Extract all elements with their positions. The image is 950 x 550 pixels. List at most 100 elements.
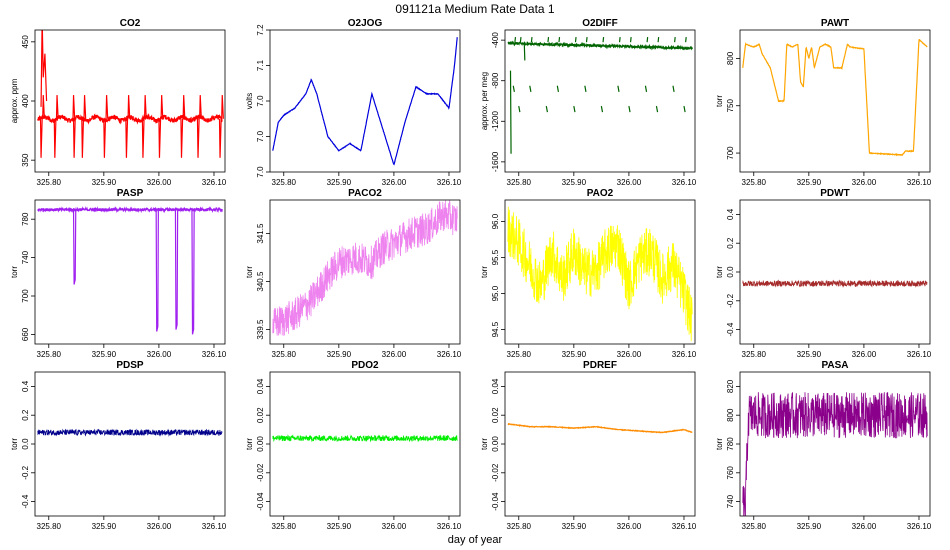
panel-pasa: PASA 325.80 325.90 326.00 326.10 740 760 780 800… xyxy=(715,360,932,531)
panel-pdo2: PDO2 325.80 325.90 326.00 326.10 -0.04 -0.02 0.… xyxy=(245,360,462,531)
x-tick-label: 326.00 xyxy=(617,178,642,187)
x-tick-label: 325.80 xyxy=(272,522,297,531)
x-tick-label: 325.90 xyxy=(797,178,822,187)
panel-pdref: PDREF 325.80 325.90 326.00 326.10 -0.04 -0.02 0… xyxy=(480,360,697,531)
panel-title: PDWT xyxy=(820,188,849,199)
series-line-pasa xyxy=(742,392,928,516)
panel-grid: CO2 325.80 325.90 326.00 326.10 350 400 450 appr… xyxy=(10,18,932,531)
x-tick-label: 325.90 xyxy=(562,522,587,531)
y-tick-label: 0.2 xyxy=(21,409,30,421)
y-axis-label: torr xyxy=(715,438,724,450)
y-tick-label: 760 xyxy=(726,466,735,480)
x-tick-label: 325.80 xyxy=(507,178,532,187)
y-tick-label: 0.0 xyxy=(21,438,30,450)
y-tick-label: -1600 xyxy=(491,151,500,172)
panel-pasp: PASP 325.80 325.90 326.00 326.10 660 700 740 780… xyxy=(10,188,227,359)
y-tick-label: 95.5 xyxy=(491,249,500,265)
y-tick-label: 740 xyxy=(726,494,735,508)
plot-frame xyxy=(34,199,226,345)
y-tick-label: 700 xyxy=(21,289,30,303)
panel-title: O2JOG xyxy=(348,18,383,29)
x-tick-label: 325.90 xyxy=(92,178,117,187)
y-tick-label: -0.2 xyxy=(21,465,30,479)
panel-pao2: PAO2 325.80 325.90 326.00 326.10 94.5 95.0 95.5… xyxy=(480,188,697,359)
y-axis-label: torr xyxy=(480,438,489,450)
plot-frame xyxy=(269,199,461,345)
y-tick-label: 0.02 xyxy=(491,407,500,423)
y-tick-label: 340.5 xyxy=(256,271,265,292)
y-tick-label: -0.02 xyxy=(256,463,265,482)
y-tick-label: 0.4 xyxy=(726,208,735,220)
x-tick-label: 326.10 xyxy=(907,178,932,187)
x-tick-label: 326.10 xyxy=(437,178,462,187)
panel-title: PDSP xyxy=(116,360,144,371)
y-tick-label: 400 xyxy=(21,94,30,108)
y-tick-label: -0.04 xyxy=(256,492,265,511)
series-line-pdo2 xyxy=(272,434,458,443)
series-line-paco2 xyxy=(272,200,458,336)
series-line-pasp xyxy=(37,206,223,335)
x-tick-label: 326.10 xyxy=(672,350,697,359)
series-line-pdref xyxy=(507,422,693,434)
plot-frame xyxy=(504,199,696,345)
panel-o2diff: O2DIFF 325.80 325.90 326.00 326.10 -1600 -1200… xyxy=(480,18,697,187)
panel-title: PASA xyxy=(821,360,848,371)
x-tick-label: 325.80 xyxy=(742,350,767,359)
x-tick-label: 326.00 xyxy=(852,178,877,187)
x-tick-label: 326.00 xyxy=(382,522,407,531)
y-axis-label: torr xyxy=(715,95,724,107)
plot-frame xyxy=(34,371,226,517)
y-tick-label: -0.04 xyxy=(491,492,500,511)
x-tick-label: 325.90 xyxy=(92,350,117,359)
y-axis-label: torr xyxy=(245,438,254,450)
x-tick-label: 325.90 xyxy=(797,350,822,359)
panel-title: PAWT xyxy=(821,18,849,29)
panel-title: PASP xyxy=(117,188,144,199)
series-line-o2jog xyxy=(272,37,458,166)
x-tick-label: 325.80 xyxy=(742,522,767,531)
y-axis-label: approx. ppm xyxy=(10,78,19,123)
series-line-pdwt xyxy=(742,279,928,288)
series-line-pao2 xyxy=(507,206,693,342)
panel-pdsp: PDSP 325.80 325.90 326.00 326.10 -0.4 -0.2 0.0 0… xyxy=(10,360,227,531)
y-axis-label: torr xyxy=(10,266,19,278)
series-line-co2 xyxy=(37,30,224,158)
y-axis-label: torr xyxy=(10,438,19,450)
y-tick-label: 339.5 xyxy=(256,319,265,340)
series-line-o2diff xyxy=(507,37,693,154)
x-tick-label: 325.80 xyxy=(37,178,62,187)
y-axis-label: torr xyxy=(245,266,254,278)
x-tick-label: 326.10 xyxy=(437,522,462,531)
x-tick-label: 326.10 xyxy=(437,350,462,359)
y-tick-label: 740 xyxy=(21,250,30,264)
x-tick-label: 326.00 xyxy=(147,350,172,359)
plot-frame xyxy=(504,29,696,173)
y-tick-label: 0.00 xyxy=(256,436,265,452)
x-tick-label: 326.00 xyxy=(382,178,407,187)
x-tick-label: 325.80 xyxy=(37,350,62,359)
x-tick-label: 325.90 xyxy=(562,350,587,359)
plot-frame xyxy=(739,29,931,173)
x-tick-label: 326.00 xyxy=(382,350,407,359)
x-tick-label: 326.00 xyxy=(852,522,877,531)
y-tick-label: -0.02 xyxy=(491,463,500,482)
x-tick-label: 326.10 xyxy=(907,522,932,531)
y-tick-label: 7.1 xyxy=(256,59,265,71)
plot-frame xyxy=(34,29,226,173)
y-tick-label: 700 xyxy=(726,146,735,160)
y-tick-label: 780 xyxy=(726,437,735,451)
y-tick-label: 0.02 xyxy=(256,407,265,423)
panel-o2jog: O2JOG 325.80 325.90 326.00 326.10 7.0 7.0 7.0 7.… xyxy=(245,18,462,187)
plot-frame xyxy=(269,29,461,173)
y-tick-label: -0.4 xyxy=(726,322,735,336)
panel-pawt: PAWT 325.80 325.90 326.00 326.10 700 750 800 tor… xyxy=(715,18,932,187)
x-tick-label: 325.80 xyxy=(37,522,62,531)
plot-frame xyxy=(269,371,461,517)
x-tick-label: 326.10 xyxy=(907,350,932,359)
panel-pdwt: PDWT 325.80 325.90 326.00 326.10 -0.4 -0.2 0.0 0… xyxy=(715,188,932,359)
x-tick-label: 325.80 xyxy=(507,522,532,531)
panel-title: PAO2 xyxy=(587,188,614,199)
x-tick-label: 326.10 xyxy=(672,522,697,531)
panel-title: PDREF xyxy=(583,360,617,371)
